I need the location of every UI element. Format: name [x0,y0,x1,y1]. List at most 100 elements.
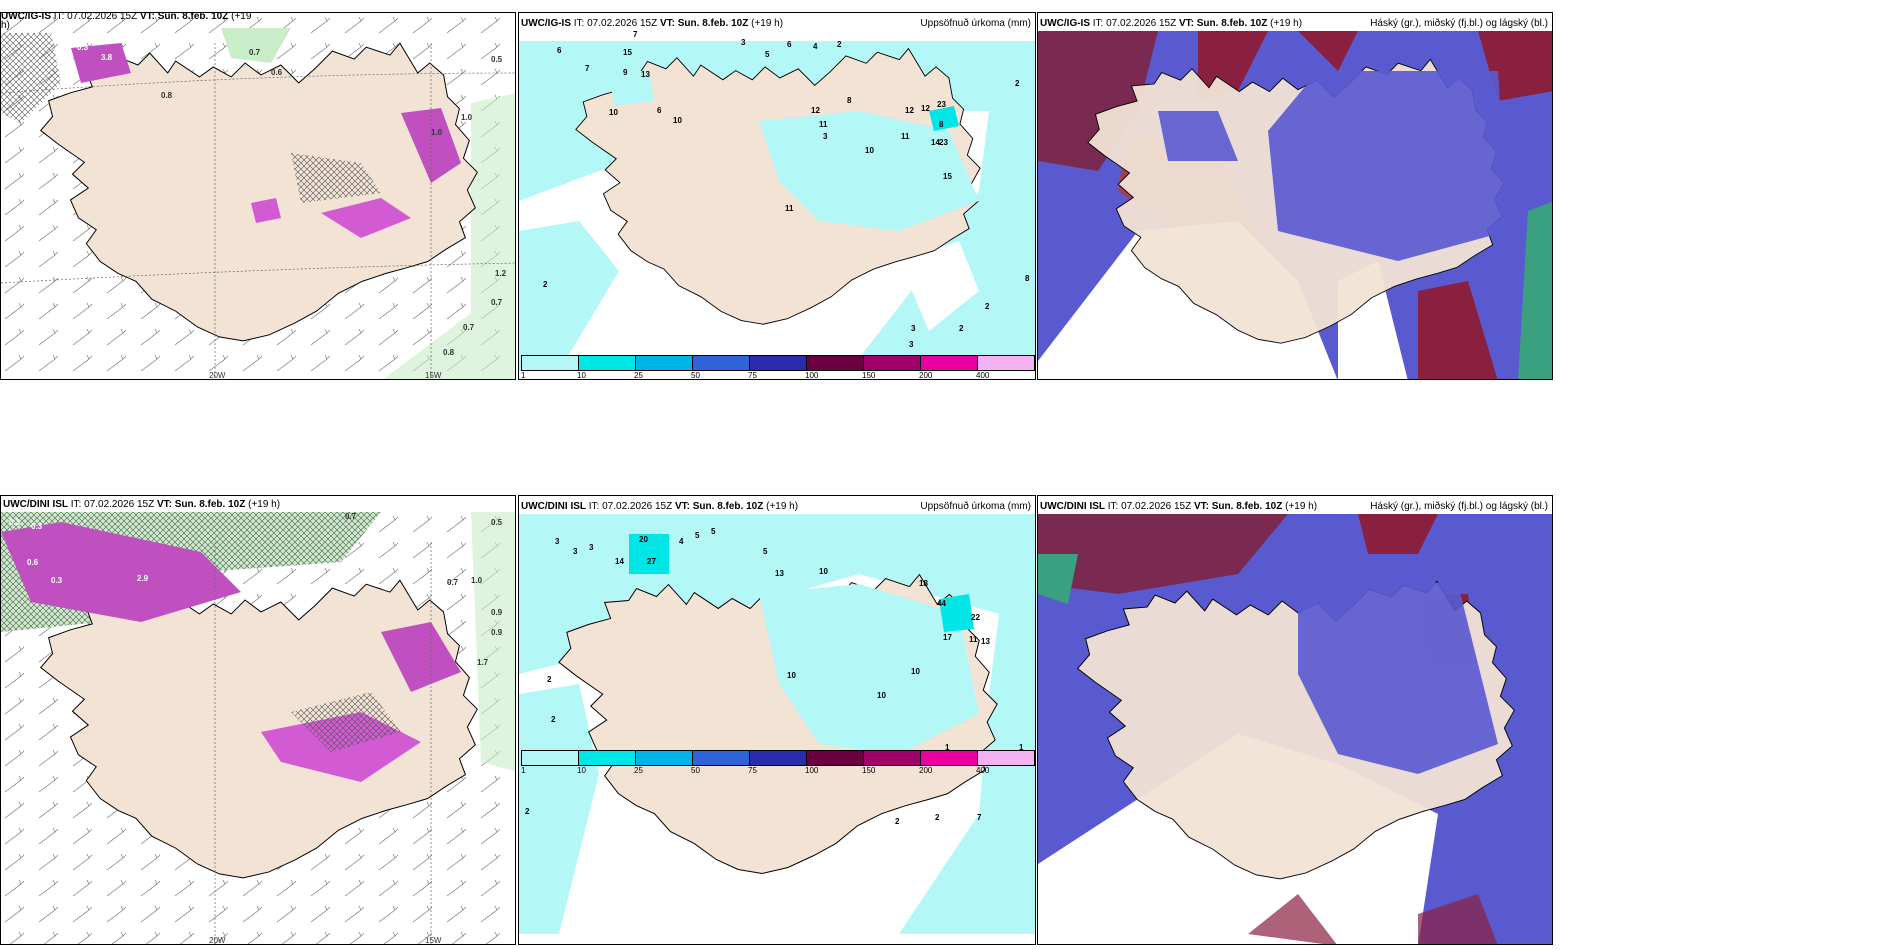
precip-value: 10 [609,108,618,117]
precip-value: 18 [919,579,928,588]
precip-value: 2 [985,302,990,311]
colorbar-label: 10 [577,371,586,380]
colorbar-swatch [750,751,807,765]
wind-value: 1.0 [471,576,483,585]
precip-value: 22 [971,613,980,622]
precip-value: 1 [945,743,950,752]
precip-value: 7 [585,64,590,73]
wind-value: 0.9 [491,628,503,637]
colorbar-swatch [579,751,636,765]
precip-value: 2 [525,807,530,816]
wind-value: 0.5 [491,55,503,64]
precip-value: 3 [909,340,914,349]
colorbar-label: 200 [919,766,933,775]
precip-value: 6 [657,106,662,115]
colorbar [521,355,1035,371]
precip-value: 15 [623,48,632,57]
wind-value: 0.3 [77,43,89,52]
colorbar-label: 25 [634,766,643,775]
lon-label: 15W [425,936,442,945]
colorbar-swatch [636,751,693,765]
precip-value: 13 [981,637,990,646]
colorbar-swatch [864,751,921,765]
map-panel-ig-precip: UWC/IG-IS IT: 07.02.2026 15Z VT: Sun. 8.… [518,12,1036,380]
colorbar-label: 50 [691,371,700,380]
map-panel-ig-wind-snow: UWC/IG-IS IT: 07.02.2026 15Z VT: Sun. 8.… [0,12,516,380]
precip-value: 2 [837,40,842,49]
precip-value: 10 [911,667,920,676]
wind-value: 0.7 [249,48,261,57]
precip-value: 13 [775,569,784,578]
precip-value: 8 [939,120,944,129]
precip-value: 23 [937,100,946,109]
precip-value: 2 [959,324,964,333]
wind-value: 0.7 [491,298,503,307]
colorbar-label: 400 [976,371,990,380]
precip-value: 9 [623,68,628,77]
precip-value: 7 [977,813,982,822]
precip-value: 12 [811,106,820,115]
colorbar-label: 75 [748,766,757,775]
precip-value: 3 [911,324,916,333]
panel-title: UWC/DINI ISL IT: 07.02.2026 15Z VT: Sun.… [521,501,799,512]
precip-value: 2 [935,813,940,822]
precip-value: 8 [847,96,852,105]
precip-value: 17 [943,633,952,642]
precip-value: 3 [823,132,828,141]
precip-value: 27 [647,557,656,566]
wind-value: 1.0 [461,113,473,122]
colorbar [521,750,1035,766]
precip-value: 2 [1015,79,1020,88]
wind-value: 0.7 [463,323,475,332]
precip-value: 23 [939,138,948,147]
colorbar-swatch [693,356,750,370]
panel-title-cont: h) [1,20,10,31]
precip-value: 11 [969,635,978,644]
precip-value: 12 [921,104,930,113]
map-panel-ig-clouds: UWC/IG-IS IT: 07.02.2026 15Z VT: Sun. 8.… [1037,12,1553,380]
colorbar-label: 25 [634,371,643,380]
precip-value: 10 [787,671,796,680]
colorbar-label: 200 [919,371,933,380]
colorbar-swatch [522,356,579,370]
lon-label: 20W [209,936,226,945]
wind-value: 0.8 [443,348,455,357]
colorbar-swatch [978,751,1034,765]
wind-value: 0.9 [491,608,503,617]
colorbar-swatch [864,356,921,370]
panel-title: UWC/IG-IS IT: 07.02.2026 15Z VT: Sun. 8.… [521,18,784,29]
precip-value: 8 [1025,274,1030,283]
precip-value: 6 [557,46,562,55]
panel-subtitle: Háský (gr.), miðský (fj.bl.) og lágský (… [1370,18,1548,29]
panel-title: UWC/DINI ISL IT: 07.02.2026 15Z VT: Sun.… [1040,501,1318,512]
precip-value: 11 [901,132,910,141]
lon-label: 15W [425,371,442,380]
wind-value: 0.7 [447,578,459,587]
precip-value: 5 [763,547,768,556]
wind-value: 0.6 [27,558,39,567]
wind-value: 0.3 [51,576,63,585]
panel-title: UWC/IG-IS IT: 07.02.2026 15Z VT: Sun. 8.… [1040,18,1303,29]
precip-value: 10 [877,691,886,700]
colorbar-label: 10 [577,766,586,775]
panel-subtitle: Uppsöfnuð úrkoma (mm) [920,501,1031,512]
colorbar-label: 100 [805,371,819,380]
precip-value: 6 [787,40,792,49]
colorbar-swatch [750,356,807,370]
wind-value: 0.8 [161,91,173,100]
precip-labels: 6 3 5 6 4 2 15 7 9 13 7 10 6 10 12 8 11 … [543,31,1030,349]
precip-value: 3 [573,547,578,556]
wind-value: 0.3 [9,518,21,527]
wind-value: 1.0 [431,128,443,137]
precip-value: 15 [943,172,952,181]
panel-subtitle: Uppsöfnuð úrkoma (mm) [920,18,1031,29]
wind-value: 0.5 [491,518,503,527]
precip-value: 7 [633,31,638,39]
precip-value: 5 [711,527,716,536]
colorbar-swatch [522,751,579,765]
precip-value: 20 [639,535,648,544]
precip-value: 14 [615,557,624,566]
precip-value: 13 [641,70,650,79]
precip-value: 10 [819,567,828,576]
colorbar-label: 1 [521,371,526,380]
